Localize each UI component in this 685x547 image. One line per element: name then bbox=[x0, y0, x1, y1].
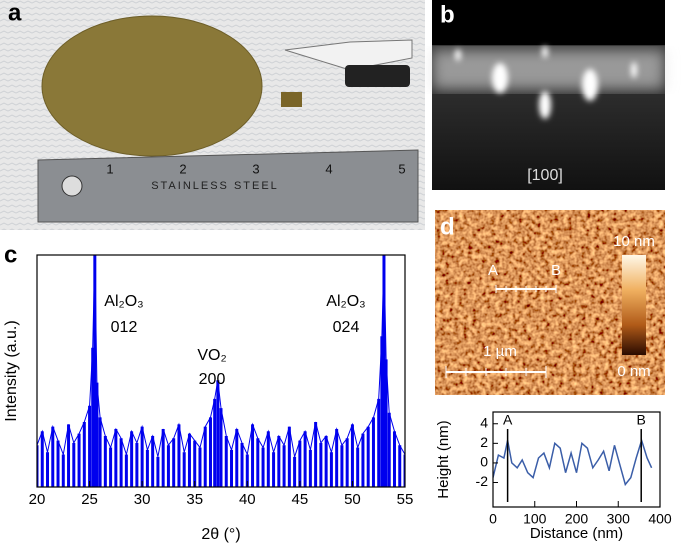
plot-frame bbox=[492, 411, 661, 508]
x-tick-label: 25 bbox=[81, 491, 98, 508]
peak-annotation: VO₂ bbox=[197, 347, 226, 364]
direction-label: [100] bbox=[527, 167, 563, 184]
x-tick-label: 0 bbox=[489, 511, 497, 527]
plot-area bbox=[493, 437, 653, 487]
color-max: 10 nm bbox=[613, 233, 655, 250]
panel-label: d bbox=[440, 213, 455, 240]
x-tick-label: 40 bbox=[239, 491, 256, 508]
panel-label: a bbox=[8, 0, 22, 26]
color-min: 0 nm bbox=[617, 363, 650, 380]
plot-area bbox=[37, 255, 405, 487]
x-tick-label: 20 bbox=[29, 491, 46, 508]
peak-annotation: 012 bbox=[111, 319, 138, 336]
scale-ticks bbox=[445, 366, 547, 378]
panel-label: c bbox=[4, 241, 17, 268]
x-tick-label: 35 bbox=[186, 491, 203, 508]
ruler-number: 4 bbox=[325, 161, 332, 176]
afm-image: 10 nm 0 nm A B 1 µm d bbox=[435, 210, 665, 395]
chart: 20 25 30 35 40 45 50 55 2θ (°) Intensity (a.u.) c A… bbox=[3, 241, 413, 543]
ruler-number: 5 bbox=[398, 161, 405, 176]
y-axis-label: Height (nm) bbox=[435, 420, 452, 498]
marker-label: A bbox=[503, 412, 513, 428]
data-line bbox=[37, 255, 405, 457]
y-tick-label: 2 bbox=[480, 434, 488, 450]
ruler-number: 3 bbox=[252, 161, 259, 176]
glow bbox=[432, 50, 665, 90]
diffraction-spots bbox=[455, 46, 637, 119]
ruler-text: STAINLESS STEEL bbox=[151, 180, 279, 192]
photo-a: STAINLESS STEEL 1 2 3 4 5 a bbox=[0, 0, 425, 230]
ruler-number: 1 bbox=[106, 161, 113, 176]
x-tick-label: 55 bbox=[397, 491, 414, 508]
y-tick-label: -2 bbox=[476, 473, 489, 489]
plot-frame bbox=[36, 254, 406, 488]
shadow bbox=[432, 0, 665, 45]
x-tick-label: 45 bbox=[292, 491, 309, 508]
point-label: B bbox=[551, 262, 561, 279]
wafer bbox=[41, 15, 263, 157]
panel-label: b bbox=[440, 1, 455, 28]
ruler-number: 2 bbox=[179, 161, 186, 176]
y-axis-label: Intensity (a.u.) bbox=[3, 320, 20, 421]
sample-chip bbox=[281, 92, 302, 107]
ruler-hole bbox=[61, 175, 83, 197]
ruler bbox=[37, 149, 419, 223]
peak-annotation: Al₂O₃ bbox=[104, 293, 143, 310]
y-tick-label: 4 bbox=[480, 414, 488, 430]
peak-annotation: 024 bbox=[333, 319, 360, 336]
x-tick-label: 200 bbox=[565, 511, 589, 527]
x-tick-label: 50 bbox=[344, 491, 361, 508]
x-axis-label: Distance (nm) bbox=[530, 525, 623, 542]
scale-label: 1 µm bbox=[483, 343, 517, 360]
point-label: A bbox=[488, 262, 498, 279]
x-tick-label: 30 bbox=[134, 491, 151, 508]
y-tick-label: 0 bbox=[480, 454, 488, 470]
x-axis-label: 2θ (°) bbox=[201, 526, 240, 543]
photo-b: [100] b bbox=[432, 0, 665, 190]
data-line bbox=[493, 437, 653, 487]
tweezers-grip bbox=[345, 65, 410, 87]
x-tick-label: 100 bbox=[523, 511, 547, 527]
peak-annotation: 200 bbox=[199, 371, 226, 388]
tweezers bbox=[284, 39, 413, 71]
x-tick-label: 400 bbox=[648, 511, 672, 527]
peak-annotation: Al₂O₃ bbox=[326, 293, 365, 310]
x-tick-label: 300 bbox=[607, 511, 631, 527]
chart: 0 100 200 300 400 -2 0 2 4 Distance (nm) Height (n… bbox=[435, 411, 672, 542]
color-bar bbox=[622, 255, 646, 355]
profile-ticks bbox=[495, 285, 557, 293]
marker-label: B bbox=[637, 412, 646, 428]
